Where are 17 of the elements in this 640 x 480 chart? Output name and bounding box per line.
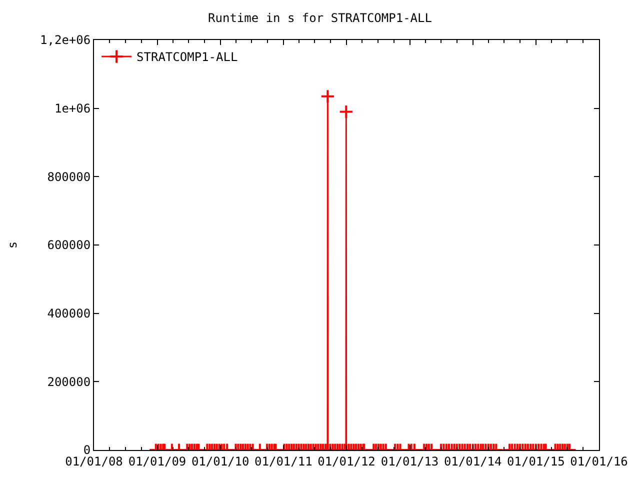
- x-tick-label: 01/01/12: [318, 454, 376, 468]
- y-tick-label: 1,2e+06: [40, 33, 91, 48]
- x-tick-label: 01/01/16: [570, 454, 628, 468]
- x-tick-label: 01/01/15: [507, 454, 565, 468]
- x-tick-label: 01/01/14: [444, 454, 502, 468]
- x-tick-label: 01/01/13: [380, 454, 439, 468]
- y-axis-title: s: [5, 241, 20, 249]
- y-tick-label: 800000: [47, 170, 91, 184]
- chart-title: Runtime in s for STRATCOMP1-ALL: [208, 11, 432, 26]
- x-tick-label: 01/01/10: [191, 454, 250, 468]
- y-tick-label: 400000: [47, 306, 91, 321]
- x-tick-label: 01/01/11: [254, 454, 312, 468]
- y-tick-label: 200000: [47, 374, 91, 389]
- legend-label: STRATCOMP1-ALL: [136, 50, 238, 64]
- y-tick-label: 600000: [47, 238, 91, 252]
- x-tick-label: 01/01/09: [128, 454, 186, 468]
- y-tick-label: 1e+06: [54, 102, 91, 116]
